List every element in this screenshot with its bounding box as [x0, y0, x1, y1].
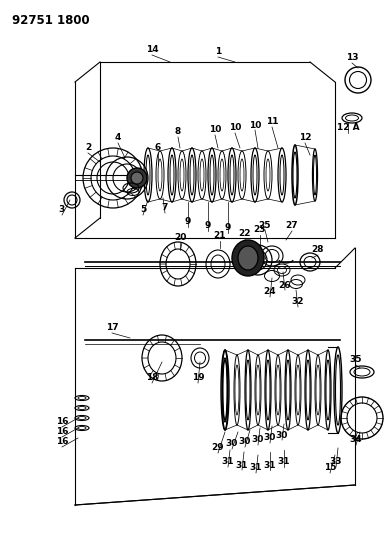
Text: 35: 35	[350, 356, 362, 365]
Text: 30: 30	[264, 433, 276, 442]
Text: 7: 7	[162, 204, 168, 213]
Text: 10: 10	[209, 125, 221, 134]
Text: 6: 6	[155, 143, 161, 152]
Text: 92751 1800: 92751 1800	[12, 14, 90, 27]
Text: 31: 31	[264, 461, 276, 470]
Text: 9: 9	[205, 222, 211, 230]
Text: 27: 27	[286, 222, 298, 230]
Text: 11: 11	[266, 117, 278, 126]
Text: 31: 31	[222, 457, 234, 466]
Text: 3: 3	[59, 206, 65, 214]
Ellipse shape	[238, 246, 258, 270]
Text: 30: 30	[252, 435, 264, 445]
Text: 29: 29	[212, 443, 224, 453]
Text: 34: 34	[350, 435, 362, 445]
Text: 25: 25	[259, 221, 271, 230]
Text: 16: 16	[56, 438, 68, 447]
Text: 15: 15	[324, 464, 336, 472]
Text: 26: 26	[279, 280, 291, 289]
Text: 12 A: 12 A	[337, 124, 359, 133]
Text: 1: 1	[215, 47, 221, 56]
Text: 17: 17	[106, 324, 119, 333]
Text: 23: 23	[254, 225, 266, 235]
Text: 9: 9	[185, 217, 191, 227]
Text: 20: 20	[174, 233, 186, 243]
Text: 10: 10	[229, 124, 241, 133]
Text: 31: 31	[278, 457, 290, 466]
Text: 9: 9	[225, 223, 231, 232]
Text: 8: 8	[175, 127, 181, 136]
Text: 31: 31	[236, 461, 248, 470]
Ellipse shape	[127, 168, 147, 188]
Text: 28: 28	[312, 246, 324, 254]
Text: 4: 4	[115, 133, 121, 142]
Text: 24: 24	[264, 287, 276, 296]
Text: 21: 21	[214, 231, 226, 240]
Ellipse shape	[131, 172, 143, 184]
Text: 16: 16	[56, 427, 68, 437]
Text: 13: 13	[346, 53, 358, 62]
Text: 22: 22	[239, 230, 251, 238]
Text: 19: 19	[192, 374, 204, 383]
Text: 18: 18	[146, 374, 158, 383]
Text: 5: 5	[140, 206, 146, 214]
Text: 30: 30	[239, 438, 251, 447]
Text: 30: 30	[276, 431, 288, 440]
Text: 2: 2	[85, 143, 91, 152]
Text: 12: 12	[299, 133, 311, 142]
Ellipse shape	[232, 240, 264, 276]
Text: 32: 32	[292, 297, 304, 306]
Text: 31: 31	[250, 464, 262, 472]
Text: 14: 14	[146, 45, 158, 54]
Text: 33: 33	[330, 457, 342, 466]
Text: 30: 30	[226, 440, 238, 448]
Text: 10: 10	[249, 120, 261, 130]
Text: 16: 16	[56, 417, 68, 426]
